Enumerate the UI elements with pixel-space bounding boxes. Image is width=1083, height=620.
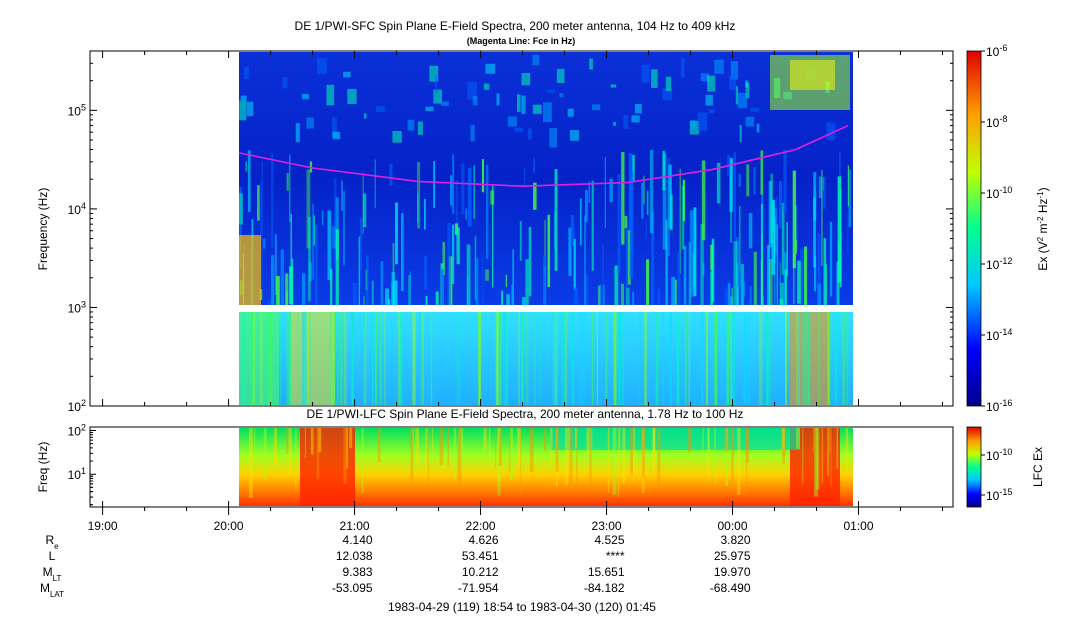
ephemeris-row-label: MLT bbox=[43, 565, 62, 583]
lfc-y-tick-label: 102 bbox=[68, 422, 86, 438]
sfc-colorbar-tick-label: 10-12 bbox=[986, 256, 1012, 272]
sfc-colorbar-tick-label: 10-8 bbox=[986, 114, 1007, 130]
ephemeris-value: **** bbox=[606, 549, 625, 563]
lfc-colorbar-label: LFC Ex bbox=[1031, 447, 1045, 487]
ephemeris-value: -68.490 bbox=[710, 581, 751, 595]
sfc-spectrogram: 102 103 104 105 Frequency (Hz) bbox=[36, 50, 954, 414]
ephemeris-value: 10.212 bbox=[462, 565, 499, 579]
time-axis: 19:00 20:00 21:00 22:00 23:00 00:00 01:00 bbox=[88, 51, 944, 533]
sfc-y-tick-label: 105 bbox=[68, 102, 86, 118]
ephemeris-value: 53.451 bbox=[462, 549, 499, 563]
ephemeris-value: 3.820 bbox=[720, 533, 750, 547]
sfc-colorbar-tick-label: 10-14 bbox=[986, 327, 1012, 343]
lfc-colorbar-tick-label: 10-10 bbox=[986, 447, 1012, 463]
time-tick-label: 22:00 bbox=[466, 519, 496, 533]
ephemeris-value: 12.038 bbox=[336, 549, 373, 563]
sfc-data-gap bbox=[239, 305, 853, 312]
lfc-y-tick-label: 101 bbox=[68, 466, 86, 482]
lfc-colorbar-ramp bbox=[966, 426, 982, 508]
ephemeris-row-label: MLAT bbox=[40, 581, 64, 599]
bottom-chart-title: DE 1/PWI-LFC Spin Plane E-Field Spectra,… bbox=[307, 407, 744, 421]
ephemeris-value: 4.626 bbox=[469, 533, 499, 547]
lfc-colorbar: 10-10 10-15 LFC Ex bbox=[966, 426, 1045, 508]
lfc-intensity-texture bbox=[249, 428, 849, 506]
sfc-y-tick-label: 102 bbox=[68, 398, 86, 414]
top-chart-title: DE 1/PWI-SFC Spin Plane E-Field Spectra,… bbox=[295, 19, 736, 33]
ephemeris-value: -53.095 bbox=[332, 581, 373, 595]
ephemeris-value: 9.383 bbox=[343, 565, 373, 579]
lfc-colorbar-ticks: 10-10 10-15 bbox=[981, 447, 1012, 503]
ephemeris-value: 25.975 bbox=[714, 549, 751, 563]
lfc-spectrogram: 101 102 Freq (Hz) bbox=[36, 422, 954, 508]
sfc-y-label: Frequency (Hz) bbox=[36, 188, 50, 271]
sfc-y-tick-label: 104 bbox=[68, 201, 86, 217]
ephemeris-value: -84.182 bbox=[584, 581, 625, 595]
sfc-colorbar-tick-label: 10-10 bbox=[986, 185, 1012, 201]
lfc-colorbar-tick-label: 10-15 bbox=[986, 487, 1012, 503]
time-tick-label: 00:00 bbox=[718, 519, 748, 533]
sfc-colorbar-tick-label: 10-16 bbox=[986, 398, 1012, 414]
time-tick-label: 19:00 bbox=[88, 519, 118, 533]
sfc-colorbar: 10-6 10-8 10-10 10-12 10-14 10-16 Ex (V2 m-2 … bbox=[966, 43, 1051, 414]
time-tick-label: 20:00 bbox=[214, 519, 244, 533]
ephemeris-value: 4.140 bbox=[343, 533, 373, 547]
date-range-label: 1983-04-29 (119) 18:54 to 1983-04-30 (12… bbox=[388, 600, 656, 614]
ephemeris-value: 19.970 bbox=[714, 565, 751, 579]
sfc-colorbar-ramp bbox=[966, 50, 982, 407]
top-chart-subtitle: (Magenta Line: Fce in Hz) bbox=[467, 36, 576, 46]
time-tick-label: 01:00 bbox=[843, 519, 873, 533]
ephemeris-row-label: Re bbox=[45, 533, 59, 551]
sfc-colorbar-ticks: 10-6 10-8 10-10 10-12 10-14 10-16 bbox=[981, 43, 1012, 414]
sfc-data-lower bbox=[239, 312, 853, 405]
sfc-colorbar-tick-label: 10-6 bbox=[986, 43, 1007, 59]
sfc-y-tick-label: 103 bbox=[68, 299, 86, 315]
sfc-data-upper bbox=[239, 52, 853, 305]
ephemeris-value: -71.954 bbox=[458, 581, 499, 595]
sfc-y-ticks: 102 103 104 105 bbox=[68, 50, 953, 414]
fce-line bbox=[238, 124, 849, 188]
time-tick-label: 23:00 bbox=[592, 519, 622, 533]
ephemeris-row-label: L bbox=[49, 549, 56, 563]
lfc-y-label: Freq (Hz) bbox=[36, 442, 50, 493]
ephemeris-value: 15.651 bbox=[588, 565, 625, 579]
ephemeris-value: 4.525 bbox=[595, 533, 625, 547]
sfc-colorbar-label: Ex (V2 m-2 Hz-1) bbox=[1036, 187, 1051, 270]
time-tick-label: 21:00 bbox=[340, 519, 370, 533]
lfc-y-ticks: 101 102 bbox=[68, 422, 96, 506]
sfc-intensity-texture bbox=[239, 54, 852, 405]
